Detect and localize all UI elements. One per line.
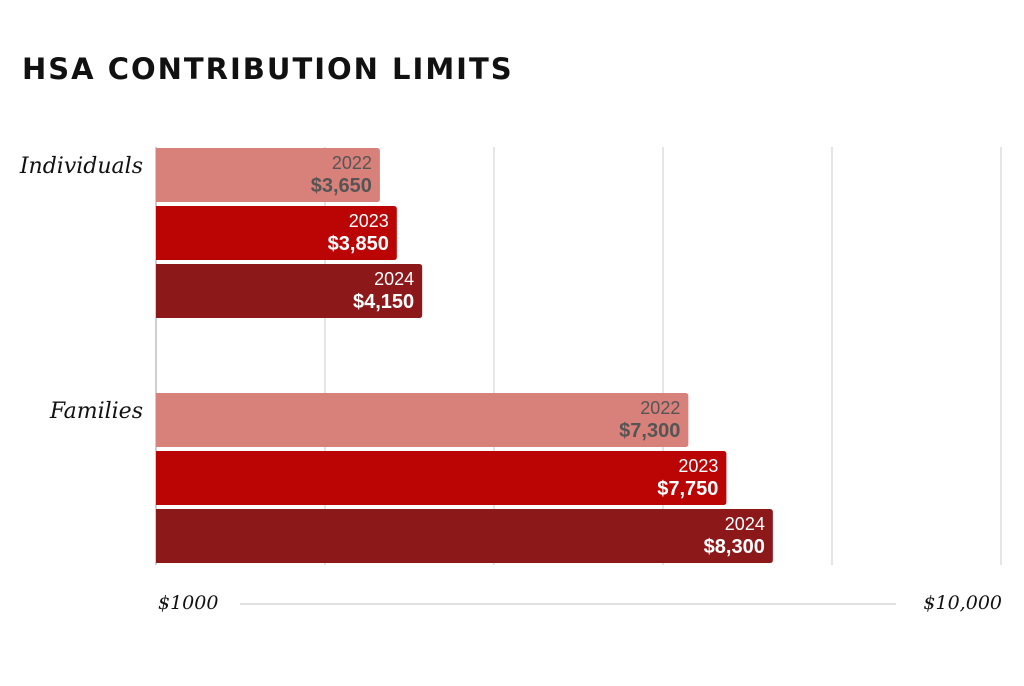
bar-value-label: $3,650 <box>311 175 372 197</box>
bar-year-label: 2024 <box>374 269 414 289</box>
category-labels: Individuals Families <box>19 154 143 424</box>
category-label: Families <box>49 399 143 424</box>
bar <box>156 451 727 505</box>
bar <box>156 509 773 563</box>
category-label: Individuals <box>19 154 143 179</box>
bar-value-label: $4,150 <box>353 291 414 313</box>
bar-value-label: $3,850 <box>328 233 389 255</box>
bar <box>156 264 423 318</box>
bar-value-label: $7,750 <box>657 478 718 500</box>
bar-year-label: 2022 <box>332 153 372 173</box>
chart-title: HSA CONTRIBUTION LIMITS <box>22 52 514 86</box>
bar <box>156 393 689 447</box>
bar <box>156 148 380 202</box>
bar-year-label: 2024 <box>725 514 765 534</box>
bar <box>156 206 397 260</box>
bar-year-label: 2023 <box>678 456 718 476</box>
bar-value-label: $8,300 <box>704 536 765 558</box>
bar-year-label: 2022 <box>640 398 680 418</box>
bar-value-label: $7,300 <box>619 420 680 442</box>
bars: 2022$3,6502023$3,8502024$4,1502022$7,300… <box>156 148 773 563</box>
bar-year-label: 2023 <box>349 211 389 231</box>
axis-min-label: $1000 <box>158 592 218 614</box>
axis-max-label: $10,000 <box>923 592 1002 614</box>
